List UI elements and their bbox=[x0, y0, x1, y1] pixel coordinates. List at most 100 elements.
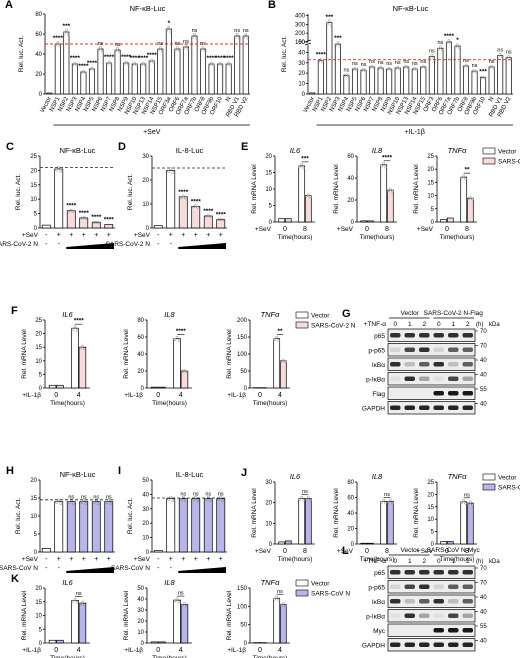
y-tick-label: 150 bbox=[237, 335, 248, 341]
data-point bbox=[194, 495, 198, 499]
treatment-label: SARS-CoV N bbox=[111, 565, 150, 572]
data-point bbox=[347, 74, 350, 78]
x-tick-label: 0 bbox=[365, 226, 369, 233]
x-axis-label: Time(hours) bbox=[278, 234, 313, 241]
bar bbox=[165, 28, 172, 95]
y-axis-label: Rel. mRNA Level bbox=[413, 488, 420, 538]
blot-row-label: p-p65 bbox=[368, 347, 385, 354]
data-point bbox=[430, 54, 434, 57]
y-tick-label: 20 bbox=[30, 478, 37, 484]
data-point bbox=[71, 210, 75, 213]
data-point bbox=[411, 68, 415, 71]
bar bbox=[41, 224, 51, 229]
data-point bbox=[184, 44, 188, 47]
data-point bbox=[466, 502, 470, 506]
blot-strip bbox=[387, 386, 476, 400]
data-point bbox=[218, 61, 222, 65]
bar bbox=[304, 195, 312, 223]
y-tick-label: 5 bbox=[34, 532, 38, 538]
y-tick-label: 0 bbox=[141, 386, 145, 392]
blot-band bbox=[462, 584, 473, 589]
data-point bbox=[380, 164, 384, 168]
bar bbox=[203, 498, 213, 553]
data-point bbox=[423, 66, 427, 70]
blot-strip bbox=[387, 594, 476, 608]
data-point bbox=[55, 168, 59, 172]
blot-row-label: Myc bbox=[373, 628, 386, 635]
y-axis-label: Rel. mRNA Level bbox=[21, 329, 28, 379]
data-point bbox=[122, 62, 126, 65]
bar bbox=[460, 501, 468, 545]
significance-label: **** bbox=[216, 212, 227, 219]
significance-label: ns bbox=[489, 59, 495, 65]
data-point bbox=[449, 42, 453, 46]
y-tick-label: 50 bbox=[240, 369, 247, 375]
blot-band bbox=[419, 347, 430, 352]
treatment-mark: + bbox=[82, 232, 86, 239]
treatment-mark: + bbox=[57, 232, 61, 239]
bar bbox=[153, 550, 163, 553]
significance-label: **** bbox=[53, 35, 64, 42]
data-point bbox=[370, 64, 374, 68]
chart-title: IL6 bbox=[290, 146, 301, 155]
panel-letter-J: J bbox=[241, 467, 247, 479]
data-point bbox=[63, 31, 66, 35]
x-tick-label: 0 bbox=[365, 548, 369, 555]
data-point bbox=[237, 36, 241, 40]
legend-label: Vector bbox=[311, 581, 330, 588]
bar bbox=[106, 62, 113, 95]
y-tick-label: 15 bbox=[427, 505, 434, 511]
y-tick-label: 100 bbox=[295, 40, 306, 46]
x-tick-label: 0 bbox=[54, 647, 58, 654]
blot-band bbox=[390, 613, 401, 618]
x-tick-label: 4 bbox=[77, 647, 81, 654]
data-point bbox=[73, 61, 77, 65]
bar bbox=[298, 165, 306, 223]
data-point bbox=[183, 499, 187, 503]
bar bbox=[445, 41, 452, 95]
significance-label: ns bbox=[464, 492, 470, 498]
y-tick-label: 100 bbox=[237, 352, 248, 358]
bar bbox=[216, 219, 226, 229]
bar bbox=[191, 35, 198, 95]
y-tick-label: 15 bbox=[30, 496, 37, 502]
data-point bbox=[275, 595, 279, 599]
bar bbox=[200, 48, 207, 95]
y-tick-label: 30 bbox=[265, 480, 272, 486]
data-point bbox=[84, 216, 88, 220]
chart-E1: IL6 Rel. mRNA Level 0 5 10 15 20 0 *** 8 +SeV Time(… bbox=[251, 146, 315, 241]
y-tick-label: 20 bbox=[35, 332, 42, 338]
data-point bbox=[90, 66, 94, 70]
data-point bbox=[65, 28, 68, 32]
y-tick-label: 5 bbox=[39, 372, 43, 378]
treatment-mark: + bbox=[82, 556, 86, 563]
y-tick-label: 300 bbox=[295, 22, 306, 28]
bar bbox=[366, 220, 374, 223]
significance-label: ns bbox=[506, 50, 512, 56]
data-point bbox=[388, 187, 392, 191]
blot-band bbox=[390, 584, 401, 589]
y-tick-label: 20 bbox=[427, 492, 434, 498]
bar bbox=[446, 541, 454, 545]
y-tick-label: 20 bbox=[142, 178, 149, 184]
x-tick-label: 4 bbox=[179, 647, 183, 654]
y-tick-label: 5 bbox=[34, 212, 38, 218]
data-point bbox=[182, 46, 186, 50]
y-tick-label: 20 bbox=[265, 501, 272, 507]
significance-label: ns bbox=[68, 495, 74, 501]
y-axis-label: Rel. mRNA Level bbox=[251, 164, 258, 214]
dose-wedge bbox=[178, 243, 226, 249]
blot-band bbox=[462, 347, 473, 352]
bar bbox=[446, 217, 454, 223]
data-point bbox=[398, 67, 402, 71]
data-point bbox=[500, 55, 504, 59]
bar bbox=[334, 43, 341, 95]
blot-strip bbox=[387, 638, 476, 652]
chart-title: IL-8-Luc bbox=[176, 146, 204, 155]
data-point bbox=[196, 499, 200, 503]
data-point bbox=[179, 196, 183, 199]
data-point bbox=[421, 64, 425, 68]
kda-header: kDa bbox=[489, 559, 500, 565]
significance-label: ns bbox=[386, 61, 392, 67]
data-point bbox=[458, 46, 461, 50]
